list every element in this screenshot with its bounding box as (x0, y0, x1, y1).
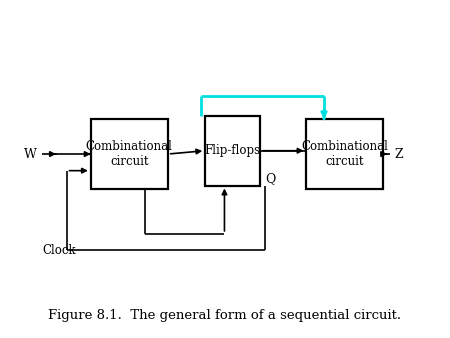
Bar (205, 116, 260, 186)
Text: Flip-flops: Flip-flops (205, 144, 261, 157)
Text: Combinational
circuit: Combinational circuit (86, 140, 173, 168)
Text: Combinational
circuit: Combinational circuit (302, 140, 388, 168)
Text: Z: Z (395, 148, 403, 161)
Text: W: W (24, 148, 37, 161)
Bar (306, 119, 383, 189)
Text: Q: Q (266, 172, 276, 185)
Text: Figure 8.1.  The general form of a sequential circuit.: Figure 8.1. The general form of a sequen… (49, 309, 401, 322)
Text: Clock: Clock (42, 244, 76, 257)
Bar (91, 119, 168, 189)
